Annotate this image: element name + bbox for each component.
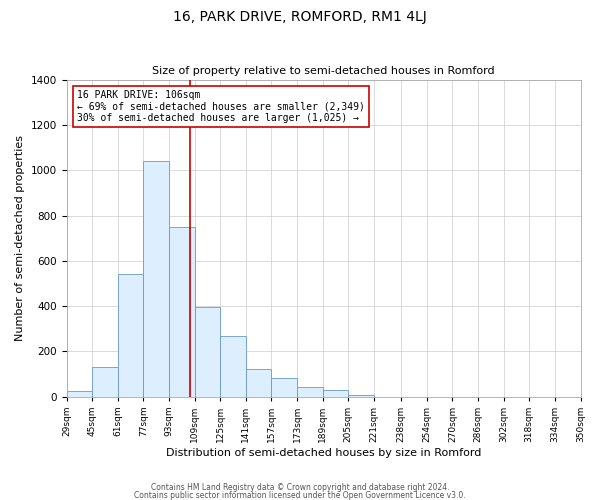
X-axis label: Distribution of semi-detached houses by size in Romford: Distribution of semi-detached houses by …	[166, 448, 481, 458]
Bar	[271, 378, 297, 396]
Bar	[220, 336, 246, 396]
Bar	[246, 370, 271, 396]
Bar	[118, 274, 143, 396]
Bar	[297, 386, 323, 396]
Title: Size of property relative to semi-detached houses in Romford: Size of property relative to semi-detach…	[152, 66, 495, 76]
Text: 16 PARK DRIVE: 106sqm
← 69% of semi-detached houses are smaller (2,349)
30% of s: 16 PARK DRIVE: 106sqm ← 69% of semi-deta…	[77, 90, 365, 123]
Bar	[67, 391, 92, 396]
Bar	[194, 307, 220, 396]
Bar	[92, 367, 118, 396]
Text: Contains public sector information licensed under the Open Government Licence v3: Contains public sector information licen…	[134, 490, 466, 500]
Bar	[143, 162, 169, 396]
Bar	[581, 394, 600, 396]
Bar	[169, 227, 194, 396]
Y-axis label: Number of semi-detached properties: Number of semi-detached properties	[15, 136, 25, 342]
Text: 16, PARK DRIVE, ROMFORD, RM1 4LJ: 16, PARK DRIVE, ROMFORD, RM1 4LJ	[173, 10, 427, 24]
Bar	[323, 390, 349, 396]
Text: Contains HM Land Registry data © Crown copyright and database right 2024.: Contains HM Land Registry data © Crown c…	[151, 484, 449, 492]
